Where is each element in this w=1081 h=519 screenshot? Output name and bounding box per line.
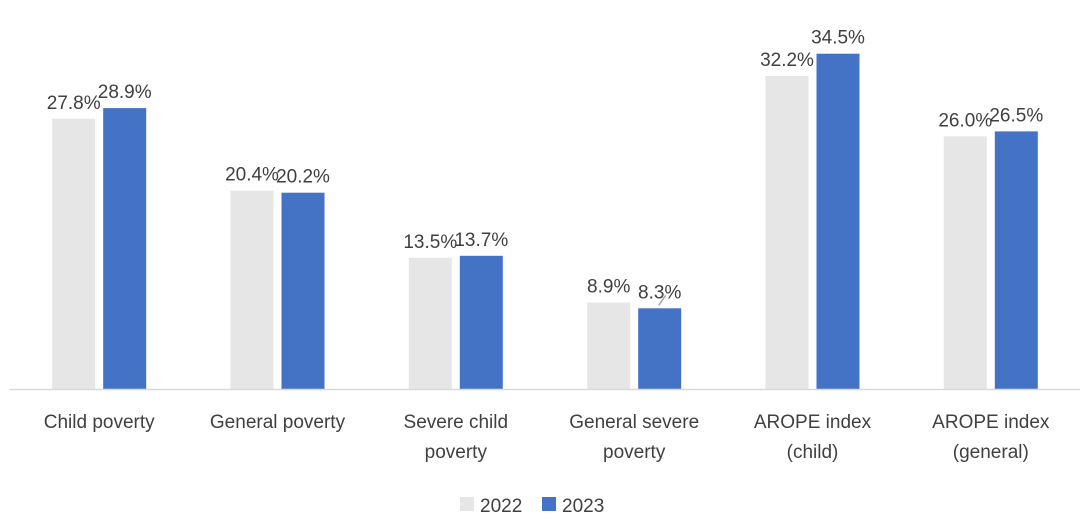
bar-2023-3: [638, 308, 682, 389]
data-label-2022-1: 20.4%: [225, 165, 279, 186]
bar-2023-1: [281, 192, 325, 389]
data-label-2022-4: 32.2%: [760, 50, 814, 71]
bar-2022-1: [230, 190, 274, 389]
legend: 2022 2023: [460, 496, 604, 517]
data-label-2023-2: 13.7%: [454, 230, 508, 251]
legend-swatch-2022: [460, 497, 474, 511]
bar-2023-4: [816, 53, 860, 389]
data-label-2022-3: 8.9%: [587, 277, 630, 298]
data-label-2023-3: 8.3%: [638, 282, 681, 303]
legend-label-2022: 2022: [480, 496, 522, 514]
category-labels-group: Child poverty General poverty Severe child…: [44, 412, 1050, 463]
data-label-2022-5: 26.0%: [938, 110, 992, 131]
category-label-2-line-0: Severe child: [404, 412, 509, 433]
bar-2022-2: [408, 257, 452, 389]
category-label-5-line-0: AROPE index: [932, 412, 1050, 433]
category-label-3-line-1: poverty: [603, 442, 666, 463]
bar-2023-0: [103, 108, 147, 389]
data-label-2022-2: 13.5%: [403, 232, 457, 253]
data-labels-group: 27.8%28.9% 20.4%20.2% 13.5%13.7% 8.9% 8.3% 32…: [47, 28, 1043, 306]
label-leader-line-3: [658, 294, 667, 306]
data-label-2023-5: 26.5%: [989, 105, 1043, 126]
bar-2022-3: [587, 302, 631, 389]
data-label-2023-1: 20.2%: [276, 167, 330, 188]
bar-2023-5: [994, 131, 1038, 389]
category-label-4-line-0: AROPE index: [754, 412, 872, 433]
bar-2022-0: [52, 118, 96, 390]
category-label-1-line-0: General poverty: [210, 412, 346, 433]
category-label-3-line-0: General severe: [569, 412, 699, 433]
data-label-2023-0: 28.9%: [98, 82, 152, 103]
data-label-2023-4: 34.5%: [811, 28, 865, 49]
category-label-5-line-1: (general): [953, 442, 1029, 463]
legend-label-2023: 2023: [562, 496, 604, 514]
bar-2022-5: [943, 136, 987, 389]
data-label-2022-0: 27.8%: [47, 93, 101, 114]
category-label-2-line-1: poverty: [425, 442, 488, 463]
category-label-0-line-0: Child poverty: [44, 412, 155, 433]
legend-swatch-2023: [542, 497, 556, 511]
category-label-4-line-1: (child): [787, 442, 839, 463]
bar-2023-2: [459, 255, 503, 389]
bars-group: [52, 53, 1038, 390]
bar-2022-4: [765, 76, 809, 389]
